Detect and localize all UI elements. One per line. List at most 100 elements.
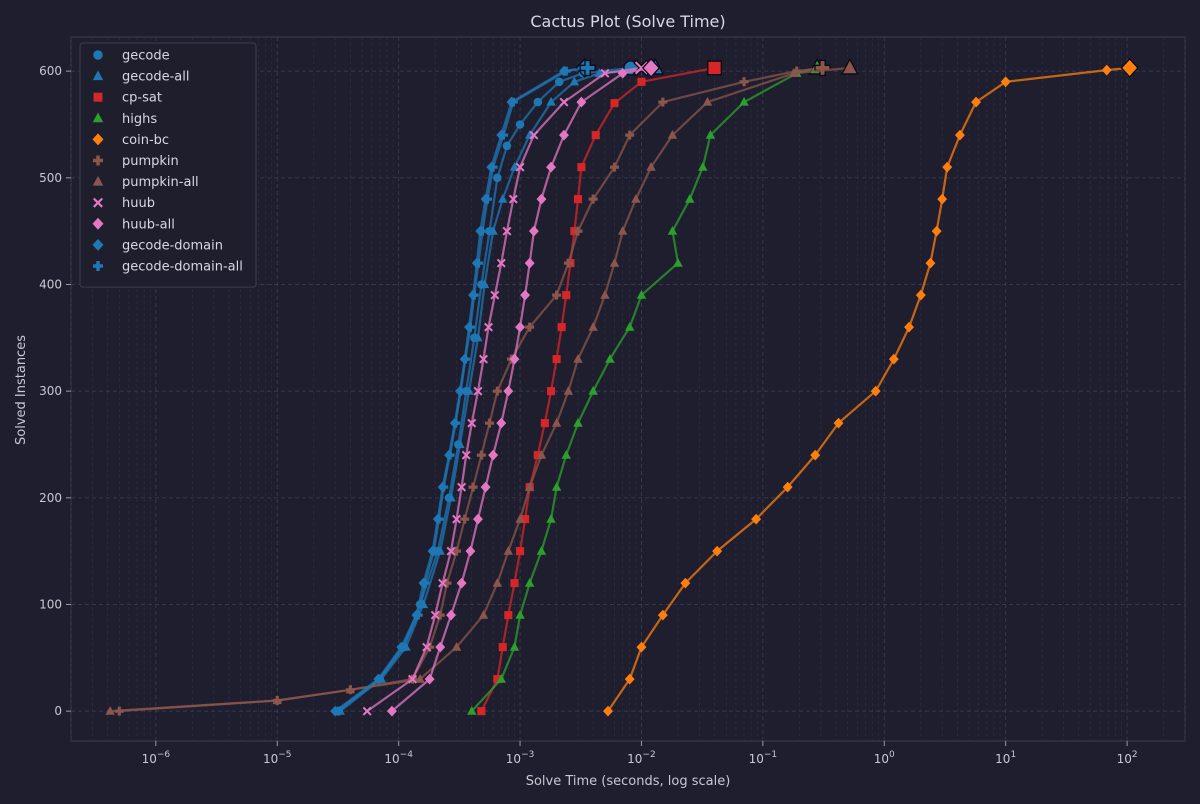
data-point-coin-bc <box>680 577 691 589</box>
data-point-highs <box>605 353 615 363</box>
data-point-highs <box>698 161 708 171</box>
data-point-gecode <box>554 77 564 87</box>
legend-label-pumpkin-all: pumpkin-all <box>122 175 199 190</box>
data-point-cp-sat <box>573 195 583 204</box>
legend-label-gecode-all: gecode-all <box>122 70 189 85</box>
data-point-coin-bc <box>603 705 613 717</box>
data-point-coin-bc <box>1101 64 1112 76</box>
data-point-coin-bc <box>971 96 981 108</box>
data-point-gecode-all <box>569 76 580 86</box>
data-point-huub-all <box>446 609 456 621</box>
data-point-coin-bc <box>636 641 647 653</box>
data-point-highs <box>624 321 635 331</box>
data-point-pumpkin-all <box>345 684 356 694</box>
data-point-cp-sat <box>521 515 530 524</box>
data-point-cp-sat <box>540 419 549 428</box>
x-tick-label: 10−2 <box>627 750 656 766</box>
data-point-highs <box>573 417 583 427</box>
data-point-gecode-domain-all <box>488 162 498 172</box>
data-point-highs <box>739 96 749 106</box>
legend-marker-coin-bc <box>92 133 104 146</box>
data-point-highs <box>685 193 695 203</box>
series-huub <box>362 59 650 716</box>
data-point-cp-sat <box>498 643 507 652</box>
data-point-huub <box>407 674 417 684</box>
data-point-huub <box>446 546 456 556</box>
x-axis-label: Solve Time (seconds, log scale) <box>526 774 731 789</box>
y-tick-label: 100 <box>39 597 62 611</box>
data-point-gecode-domain-all <box>477 226 487 236</box>
data-point-coin-bc <box>751 513 762 525</box>
data-point-pumpkin <box>525 322 535 332</box>
y-tick-label: 200 <box>39 491 62 505</box>
data-point-huub <box>438 578 448 588</box>
data-point-highs <box>546 513 556 523</box>
data-point-huub <box>496 258 506 268</box>
data-point-pumpkin-all <box>524 481 535 491</box>
data-point-gecode-domain-all <box>445 450 455 460</box>
data-point-highs <box>561 449 571 459</box>
data-point-cp-sat <box>552 355 561 364</box>
data-point-pumpkin-all <box>105 705 115 715</box>
data-point-pumpkin <box>739 77 749 87</box>
data-point-cp-sat <box>610 99 619 108</box>
data-point-cp-sat <box>557 323 566 332</box>
data-point-gecode-all <box>488 225 498 235</box>
data-point-cp-sat <box>547 387 556 396</box>
data-point-gecode-domain-all <box>561 66 571 76</box>
data-point-pumpkin <box>610 162 620 172</box>
data-point-pumpkin <box>460 514 470 524</box>
data-point-pumpkin <box>492 386 502 396</box>
data-point-huub <box>515 162 525 172</box>
data-point-gecode-all <box>455 439 465 449</box>
y-tick-label: 300 <box>39 384 62 398</box>
data-point-coin-bc <box>1000 76 1011 88</box>
data-point-coin-bc <box>904 321 915 333</box>
data-point-coin-bc <box>870 385 881 397</box>
y-tick-label: 400 <box>39 277 62 291</box>
data-point-pumpkin-all <box>840 57 859 75</box>
data-point-pumpkin-all <box>515 513 525 523</box>
data-point-huub <box>430 610 440 620</box>
data-point-gecode <box>515 120 525 129</box>
data-point-pumpkin <box>552 290 562 300</box>
data-point-gecode-all <box>546 96 556 106</box>
data-point-huub <box>422 642 432 652</box>
data-point-huub <box>529 130 539 140</box>
data-point-coin-bc <box>624 673 635 685</box>
data-point-pumpkin-all <box>617 225 628 235</box>
data-point-pumpkin-all <box>536 449 547 459</box>
data-point-huub <box>467 418 477 428</box>
y-axis-ticks: 0 100 200 300 400 500 600 <box>39 64 71 718</box>
data-point-gecode-domain-all <box>465 322 475 332</box>
data-point-huub <box>559 97 569 107</box>
data-point-huub <box>473 386 483 396</box>
legend-marker-highs <box>92 112 104 123</box>
data-point-gecode-domain-all <box>460 354 470 364</box>
data-point-huub-all <box>520 289 531 301</box>
series-huub-all <box>386 57 661 717</box>
series-line-gecode-all <box>339 66 656 712</box>
data-point-coin-bc <box>937 193 948 205</box>
data-point-huub-all <box>456 577 467 589</box>
legend-marker-pumpkin-all <box>92 175 104 186</box>
data-point-pumpkin-all <box>563 385 574 395</box>
data-point-coin-bc <box>782 481 793 493</box>
data-point-pumpkin-all <box>588 321 598 331</box>
x-tick-label: 10−5 <box>263 750 292 766</box>
legend-label-highs: highs <box>122 112 157 127</box>
series-line-huub <box>366 66 642 712</box>
x-axis-ticks: 10−6 10−5 10−4 10−3 10−2 10−1 100 101 102 <box>142 741 1138 766</box>
data-point-coin-bc <box>925 257 936 269</box>
data-point-gecode-domain-all <box>434 514 444 524</box>
data-point-gecode-domain-all <box>398 642 408 652</box>
series-line-gecode-domain-all <box>337 66 588 712</box>
y-tick-label: 500 <box>39 171 62 185</box>
data-point-gecode-domain-all <box>474 258 484 268</box>
x-tick-label: 10−6 <box>142 750 171 766</box>
series-gecode-domain-all <box>334 59 596 716</box>
data-point-huub-all <box>576 96 587 108</box>
data-point-pumpkin-all <box>646 161 656 171</box>
legend-label-gecode-domain-all: gecode-domain-all <box>122 260 243 275</box>
